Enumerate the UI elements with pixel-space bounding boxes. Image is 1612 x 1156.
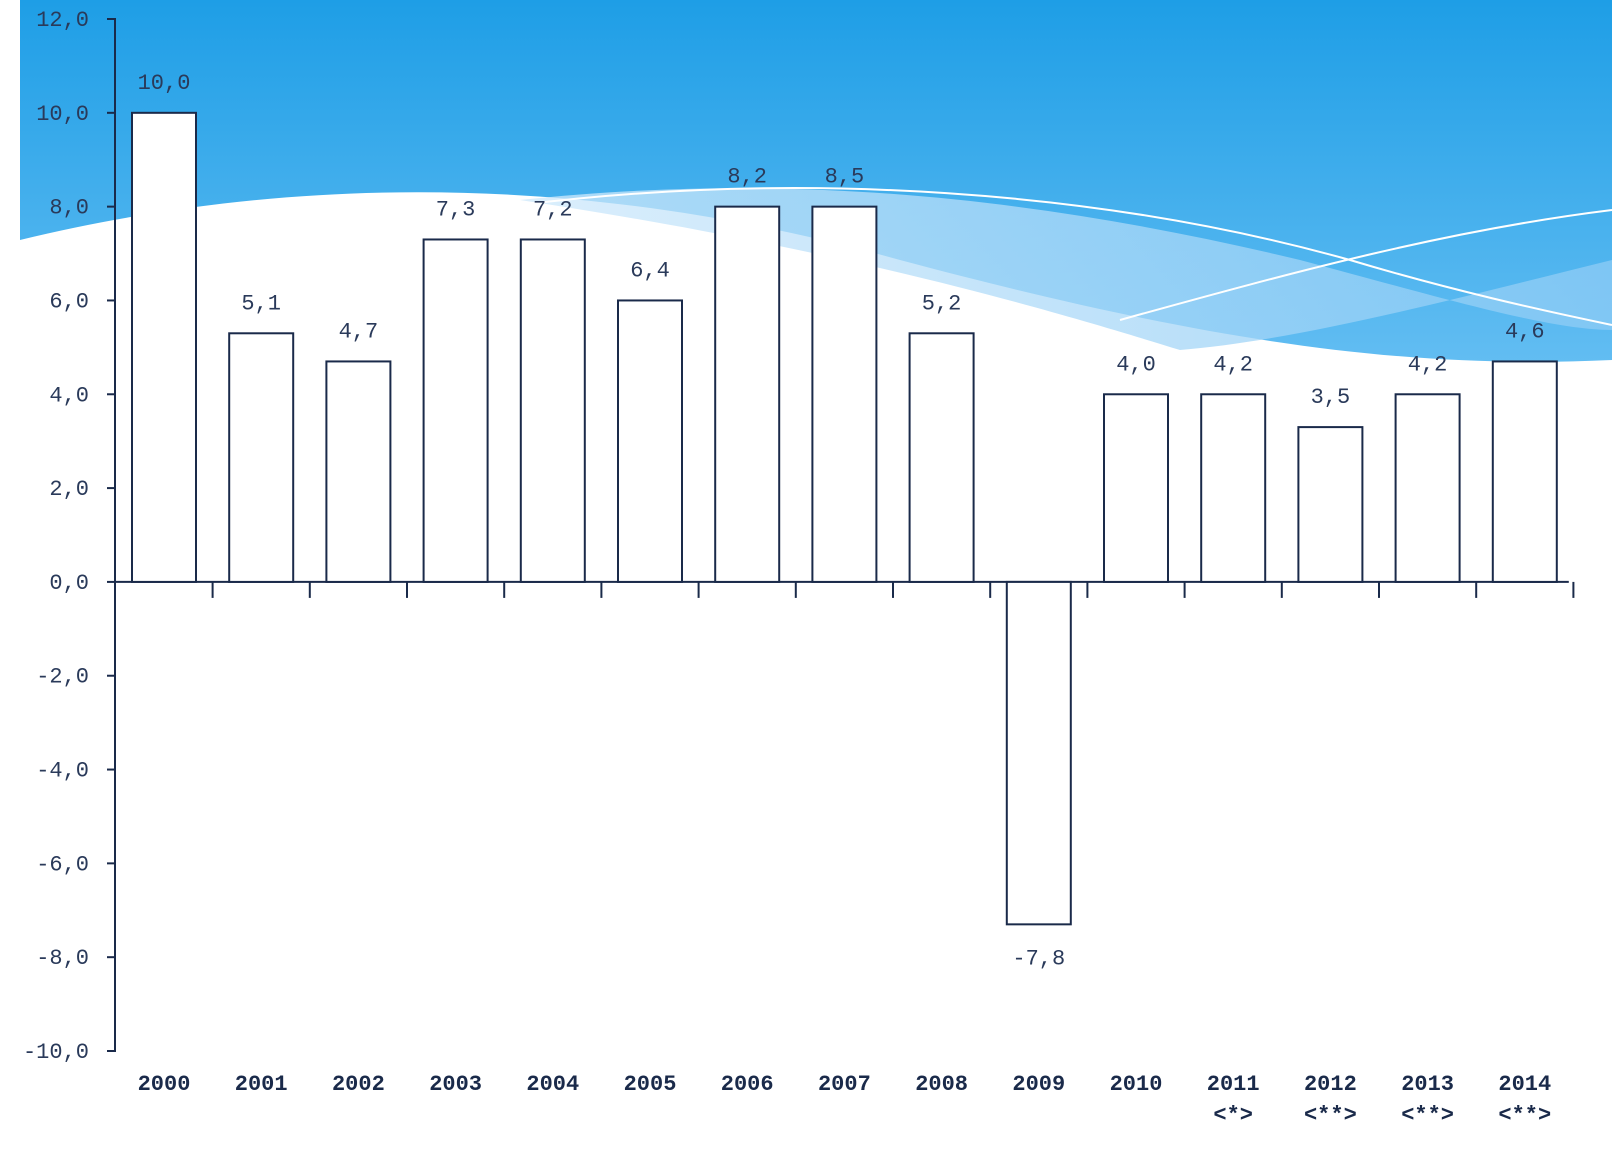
category-label-2000: 2000 [138,1072,191,1097]
labels: 10,0 2000 5,1 2001 4,7 2002 7,3 2003 7,2 2004 6,4 2… [138,71,1552,1128]
bar-2011 [1200,393,1267,583]
bars [131,111,1558,926]
bar-2005 [617,299,683,583]
bar-2009 [1005,580,1072,926]
data-label-2009: -7,8 [1012,946,1065,971]
data-label-2006: 8,2 [727,165,767,190]
y-tick-label: 12,0 [36,8,89,33]
wave-line-1 [519,187,1612,326]
data-label-2012: 3,5 [1311,385,1351,410]
y-tick-label: -6,0 [36,852,89,877]
bar-2014 [1491,360,1558,583]
data-label-2000: 10,0 [138,71,191,96]
category-label-2013: 2013 [1401,1072,1454,1097]
category-label-2004: 2004 [526,1072,579,1097]
category-label-2010: 2010 [1110,1072,1163,1097]
y-tick-label: -8,0 [36,946,89,971]
data-label-2002: 4,7 [339,319,379,344]
data-label-2007: 8,5 [825,165,865,190]
light-wave [520,188,1612,350]
category-label-2012: 2012 [1304,1072,1357,1097]
data-label-2010: 4,0 [1116,352,1156,377]
data-label-2008: 5,2 [922,291,962,316]
data-label-2013: 4,2 [1408,352,1448,377]
y-tick-label: 2,0 [49,477,89,502]
category-label-2008: 2008 [915,1072,968,1097]
bar-2000 [131,111,197,583]
bar-2010 [1103,393,1169,583]
bar-2007 [811,205,878,583]
bar-2012 [1297,426,1364,583]
bar-2006 [714,205,781,583]
category-label-2014: 2014 [1498,1072,1551,1097]
category-note-2011: <*> [1213,1103,1253,1128]
bar-2001 [228,332,295,583]
y-tick-label: -2,0 [36,665,89,690]
bar-2003 [422,238,489,583]
category-label-2011: 2011 [1207,1072,1260,1097]
y-tick-label: 4,0 [49,383,89,408]
y-tick-label: -10,0 [23,1040,89,1065]
category-note-2013: <**> [1401,1103,1454,1128]
category-label-2005: 2005 [624,1072,677,1097]
category-note-2014: <**> [1498,1103,1551,1128]
y-tick-label: 0,0 [49,571,89,596]
data-label-2005: 6,4 [630,258,670,283]
category-note-2012: <**> [1304,1103,1357,1128]
background-decoration [20,0,1612,362]
data-label-2014: 4,6 [1505,319,1545,344]
category-label-2009: 2009 [1012,1072,1065,1097]
category-label-2002: 2002 [332,1072,385,1097]
bar-2004 [519,238,586,583]
y-tick-label: 6,0 [49,289,89,314]
y-tick-label: -4,0 [36,759,89,784]
data-label-2001: 5,1 [241,291,281,316]
data-label-2004: 7,2 [533,197,573,222]
y-tick-label: 10,0 [36,102,89,127]
bar-2002 [325,360,392,583]
category-label-2003: 2003 [429,1072,482,1097]
y-tick-label: 8,0 [49,196,89,221]
data-label-2011: 4,2 [1213,352,1253,377]
category-label-2001: 2001 [235,1072,288,1097]
wave-line-2 [1119,209,1612,321]
bar-2013 [1394,393,1461,583]
data-label-2003: 7,3 [436,197,476,222]
category-label-2007: 2007 [818,1072,871,1097]
category-label-2006: 2006 [721,1072,774,1097]
bar-2008 [908,332,975,583]
